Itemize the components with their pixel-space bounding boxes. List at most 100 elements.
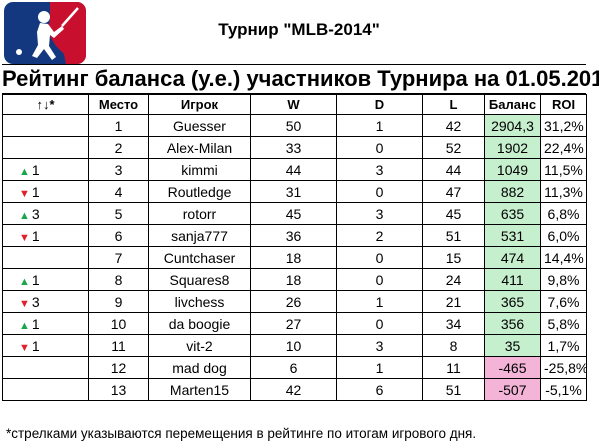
col-l[interactable]: L (422, 94, 485, 115)
balance-cell: 1049 (484, 158, 541, 181)
balance-cell: 882 (484, 180, 541, 203)
balance-cell: 35 (484, 334, 541, 357)
player-cell: Cuntchaser (148, 246, 251, 269)
balance-cell: 635 (484, 202, 541, 225)
d-cell: 3 (336, 158, 423, 181)
movement-cell: ▲ 1 (2, 268, 89, 291)
balance-cell: 531 (484, 224, 541, 247)
movement-value: 3 (31, 293, 40, 310)
triangle-up-icon: ▲ (19, 165, 30, 178)
roi-cell: 1,7% (540, 334, 587, 357)
w-cell: 42 (250, 378, 337, 401)
title-row: Турнир "MLB-2014" (2, 2, 586, 64)
table-row[interactable]: ▲ 1 8 Squares8 18 0 24 411 9,8% (2, 268, 587, 291)
d-cell: 0 (336, 268, 423, 291)
l-cell: 42 (422, 114, 485, 137)
d-cell: 6 (336, 378, 423, 401)
table-row[interactable]: 12 mad dog 6 1 11 -465 -25,8% (2, 356, 587, 379)
roi-cell: 6,8% (540, 202, 587, 225)
d-cell: 0 (336, 180, 423, 203)
movement-cell: ▲ 1 (2, 312, 89, 335)
w-cell: 31 (250, 180, 337, 203)
sheet: Турнир "MLB-2014" Рейтинг баланса (у.е.)… (2, 2, 599, 441)
l-cell: 34 (422, 312, 485, 335)
roi-cell: 7,6% (540, 290, 587, 313)
d-cell: 0 (336, 312, 423, 335)
balance-cell: -507 (484, 378, 541, 401)
table-row[interactable]: ▲ 1 10 da boogie 27 0 34 356 5,8% (2, 312, 587, 335)
w-cell: 33 (250, 136, 337, 159)
table-row[interactable]: ▲ 1 3 kimmi 44 3 44 1049 11,5% (2, 158, 587, 181)
balance-cell: 1902 (484, 136, 541, 159)
place-cell: 7 (88, 246, 149, 269)
place-cell: 13 (88, 378, 149, 401)
l-cell: 44 (422, 158, 485, 181)
triangle-down-icon: ▼ (19, 297, 30, 310)
col-movement[interactable]: ↑↓* (2, 94, 89, 115)
w-cell: 6 (250, 356, 337, 379)
balance-cell: 356 (484, 312, 541, 335)
table-row[interactable]: ▼ 3 9 livchess 26 1 21 365 7,6% (2, 290, 587, 313)
d-cell: 3 (336, 202, 423, 225)
table-row[interactable]: 2 Alex-Milan 33 0 52 1902 22,4% (2, 136, 587, 159)
tournament-title: Турнир "MLB-2014" (218, 20, 380, 39)
movement-cell: ▼ 3 (2, 290, 89, 313)
player-cell: kimmi (148, 158, 251, 181)
l-cell: 8 (422, 334, 485, 357)
l-cell: 51 (422, 224, 485, 247)
player-cell: livchess (148, 290, 251, 313)
balance-cell: 411 (484, 268, 541, 291)
place-cell: 8 (88, 268, 149, 291)
footnote: *стрелками указываются перемещения в рей… (6, 426, 477, 441)
table-row[interactable]: ▲ 3 5 rotorr 45 3 45 635 6,8% (2, 202, 587, 225)
rating-title: Рейтинг баланса (у.е.) участников Турнир… (2, 64, 599, 94)
player-cell: Alex-Milan (148, 136, 251, 159)
col-d[interactable]: D (336, 94, 423, 115)
table-row[interactable]: 1 Guesser 50 1 42 2904,3 31,2% (2, 114, 587, 137)
table-row[interactable]: ▼ 1 4 Routledge 31 0 47 882 11,3% (2, 180, 587, 203)
triangle-up-icon: ▲ (19, 209, 30, 222)
l-cell: 21 (422, 290, 485, 313)
l-cell: 45 (422, 202, 485, 225)
player-cell: mad dog (148, 356, 251, 379)
balance-cell: 365 (484, 290, 541, 313)
col-w[interactable]: W (250, 94, 337, 115)
movement-cell (2, 378, 89, 401)
col-roi[interactable]: ROI (540, 94, 587, 115)
movement-cell (2, 246, 89, 269)
table-row[interactable]: 7 Cuntchaser 18 0 15 474 14,4% (2, 246, 587, 269)
place-cell: 4 (88, 180, 149, 203)
roi-cell: 22,4% (540, 136, 587, 159)
movement-cell: ▼ 1 (2, 180, 89, 203)
player-cell: Squares8 (148, 268, 251, 291)
col-place[interactable]: Место (88, 94, 149, 115)
header-row: ↑↓* Место Игрок W D L Баланс ROI (2, 94, 587, 115)
table-row[interactable]: ▼ 1 6 sanja777 36 2 51 531 6,0% (2, 224, 587, 247)
w-cell: 44 (250, 158, 337, 181)
col-player[interactable]: Игрок (148, 94, 251, 115)
triangle-down-icon: ▼ (19, 187, 30, 200)
player-cell: Routledge (148, 180, 251, 203)
place-cell: 10 (88, 312, 149, 335)
roi-cell: 6,0% (540, 224, 587, 247)
w-cell: 36 (250, 224, 337, 247)
rating-table: ↑↓* Место Игрок W D L Баланс ROI 1 Guesse… (2, 94, 587, 401)
w-cell: 26 (250, 290, 337, 313)
roi-cell: 9,8% (540, 268, 587, 291)
triangle-up-icon: ▲ (19, 319, 30, 332)
col-balance[interactable]: Баланс (484, 94, 541, 115)
player-cell: sanja777 (148, 224, 251, 247)
roi-cell: 31,2% (540, 114, 587, 137)
place-cell: 12 (88, 356, 149, 379)
d-cell: 1 (336, 290, 423, 313)
l-cell: 47 (422, 180, 485, 203)
l-cell: 15 (422, 246, 485, 269)
table-row[interactable]: 13 Marten15 42 6 51 -507 -5,1% (2, 378, 587, 401)
roi-cell: 11,5% (540, 158, 587, 181)
triangle-up-icon: ▲ (19, 275, 30, 288)
table-row[interactable]: ▼ 1 11 vit-2 10 3 8 35 1,7% (2, 334, 587, 357)
movement-cell: ▲ 3 (2, 202, 89, 225)
movement-value: 3 (31, 205, 40, 222)
player-cell: da boogie (148, 312, 251, 335)
movement-cell (2, 114, 89, 137)
